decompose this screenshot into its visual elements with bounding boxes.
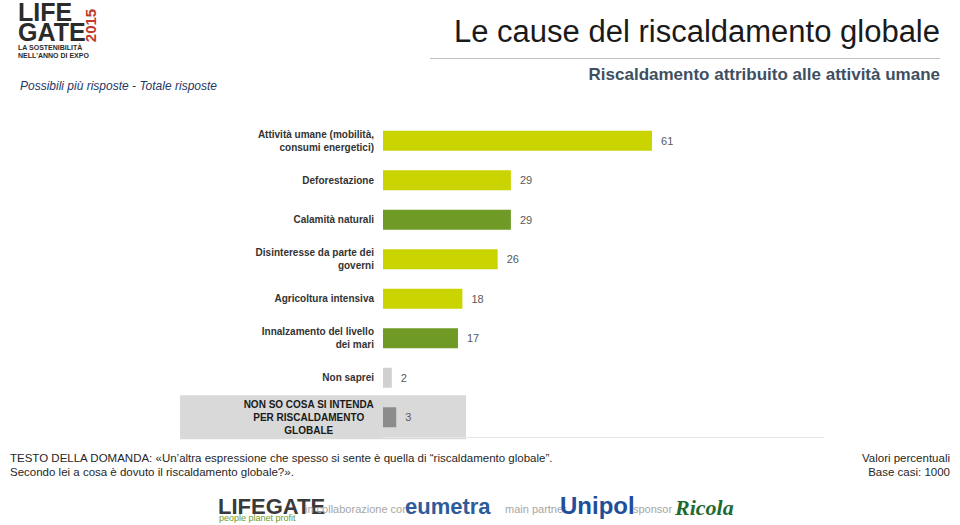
svg-text:governi: governi — [338, 260, 374, 271]
svg-text:Agricoltura intensiva: Agricoltura intensiva — [275, 293, 375, 304]
svg-text:Calamità naturali: Calamità naturali — [293, 214, 374, 225]
html-text:Valori percentuali: Valori percentuali — [862, 452, 950, 464]
svg-text:GLOBALE: GLOBALE — [284, 425, 333, 436]
svg-text:dei mari: dei mari — [336, 339, 375, 350]
svg-text:Deforestazione: Deforestazione — [302, 175, 374, 186]
html-text:Ricola: Ricola — [675, 495, 734, 520]
html-text:Le cause del riscaldamento glo: Le cause del riscaldamento globale — [454, 14, 940, 49]
svg-text:2: 2 — [401, 372, 407, 384]
svg-text:Non saprei: Non saprei — [322, 372, 374, 383]
svg-text:26: 26 — [507, 253, 519, 265]
html-text:TESTO DELLA DOMANDA: «Un’altra: TESTO DELLA DOMANDA: «Un’altra espressio… — [10, 452, 553, 464]
html-text:2015: 2015 — [82, 8, 100, 43]
svg-text:17: 17 — [467, 332, 479, 344]
html-text:GATE: GATE — [18, 18, 86, 46]
svg-text:29: 29 — [520, 214, 532, 226]
html-text:main partner: main partner — [505, 503, 567, 515]
html-text:Possibili più risposte - Total: Possibili più risposte - Totale risposte — [20, 79, 217, 93]
svg-text:NON SO COSA SI INTENDA: NON SO COSA SI INTENDA — [244, 399, 374, 410]
html-text:in collaborazione con: in collaborazione con — [305, 503, 409, 515]
svg-text:61: 61 — [661, 135, 673, 147]
html-text:LA SOSTENIBILITÀ: LA SOSTENIBILITÀ — [18, 44, 83, 51]
svg-text:Attività umane (mobilità,: Attività umane (mobilità, — [258, 129, 374, 140]
svg-text:29: 29 — [520, 174, 532, 186]
html-text:eumetra: eumetra — [405, 494, 491, 519]
html-text:Base casi: 1000: Base casi: 1000 — [868, 466, 950, 478]
svg-text:consumi energetici): consumi energetici) — [280, 142, 374, 153]
svg-text:Innalzamento del livello: Innalzamento del livello — [262, 326, 374, 337]
html-text:Riscaldamento attribuito alle: Riscaldamento attribuito alle attività u… — [588, 65, 940, 84]
html-text:Unipol: Unipol — [560, 492, 635, 519]
html-text:sponsor: sponsor — [633, 503, 673, 515]
svg-text:18: 18 — [471, 293, 483, 305]
svg-text:PER RISCALDAMENTO: PER RISCALDAMENTO — [253, 412, 364, 423]
html-text:people planet profit: people planet profit — [219, 513, 296, 523]
svg-text:Disinteresse da parte dei: Disinteresse da parte dei — [256, 247, 375, 258]
html-text:NELL'ANNO DI EXPO: NELL'ANNO DI EXPO — [18, 52, 89, 59]
svg-text:3: 3 — [405, 411, 411, 423]
html-text:LIFEGATE: LIFEGATE — [218, 494, 326, 519]
html-text:Secondo lei a cosa è dovuto il: Secondo lei a cosa è dovuto il riscaldam… — [10, 466, 294, 478]
